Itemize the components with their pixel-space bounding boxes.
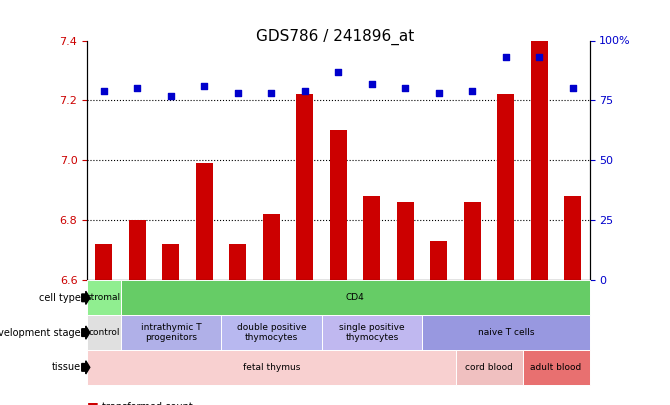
Bar [163,245,180,280]
Point [467,87,478,94]
Bar [397,202,414,280]
Text: transformed count: transformed count [102,402,192,405]
Bar [330,130,347,280]
Point [400,85,411,92]
Text: intrathymic T
progenitors: intrathymic T progenitors [141,323,201,342]
Bar [531,40,548,280]
Point [534,54,545,60]
Text: cord blood: cord blood [465,363,513,372]
Point [98,87,109,94]
Text: development stage: development stage [0,328,80,338]
Bar [431,241,448,280]
Point [567,85,578,92]
Text: stromal: stromal [87,293,121,302]
Point [500,54,511,60]
Point [299,87,310,94]
Text: fetal thymus: fetal thymus [243,363,300,372]
Bar [297,94,314,280]
Point [266,90,277,96]
Text: single positive
thymocytes: single positive thymocytes [339,323,405,342]
Text: adult blood: adult blood [531,363,582,372]
Bar [196,164,213,280]
Text: control: control [88,328,120,337]
Point [366,81,377,87]
Text: GDS786 / 241896_at: GDS786 / 241896_at [256,28,414,45]
Point [433,90,444,96]
Point [165,92,176,99]
Bar [229,245,247,280]
Text: cell type: cell type [39,293,80,303]
Point [199,83,210,90]
Point [333,68,344,75]
Bar [129,220,146,280]
Bar [364,196,381,280]
Point [232,90,243,96]
Text: CD4: CD4 [346,293,364,302]
Bar [464,202,481,280]
Bar [263,215,280,280]
Text: ■: ■ [87,401,99,405]
Bar [564,196,582,280]
Point [132,85,143,92]
Bar [497,94,515,280]
Bar [96,245,113,280]
Text: naive T cells: naive T cells [478,328,534,337]
Text: double positive
thymocytes: double positive thymocytes [237,323,306,342]
Text: tissue: tissue [52,362,80,372]
